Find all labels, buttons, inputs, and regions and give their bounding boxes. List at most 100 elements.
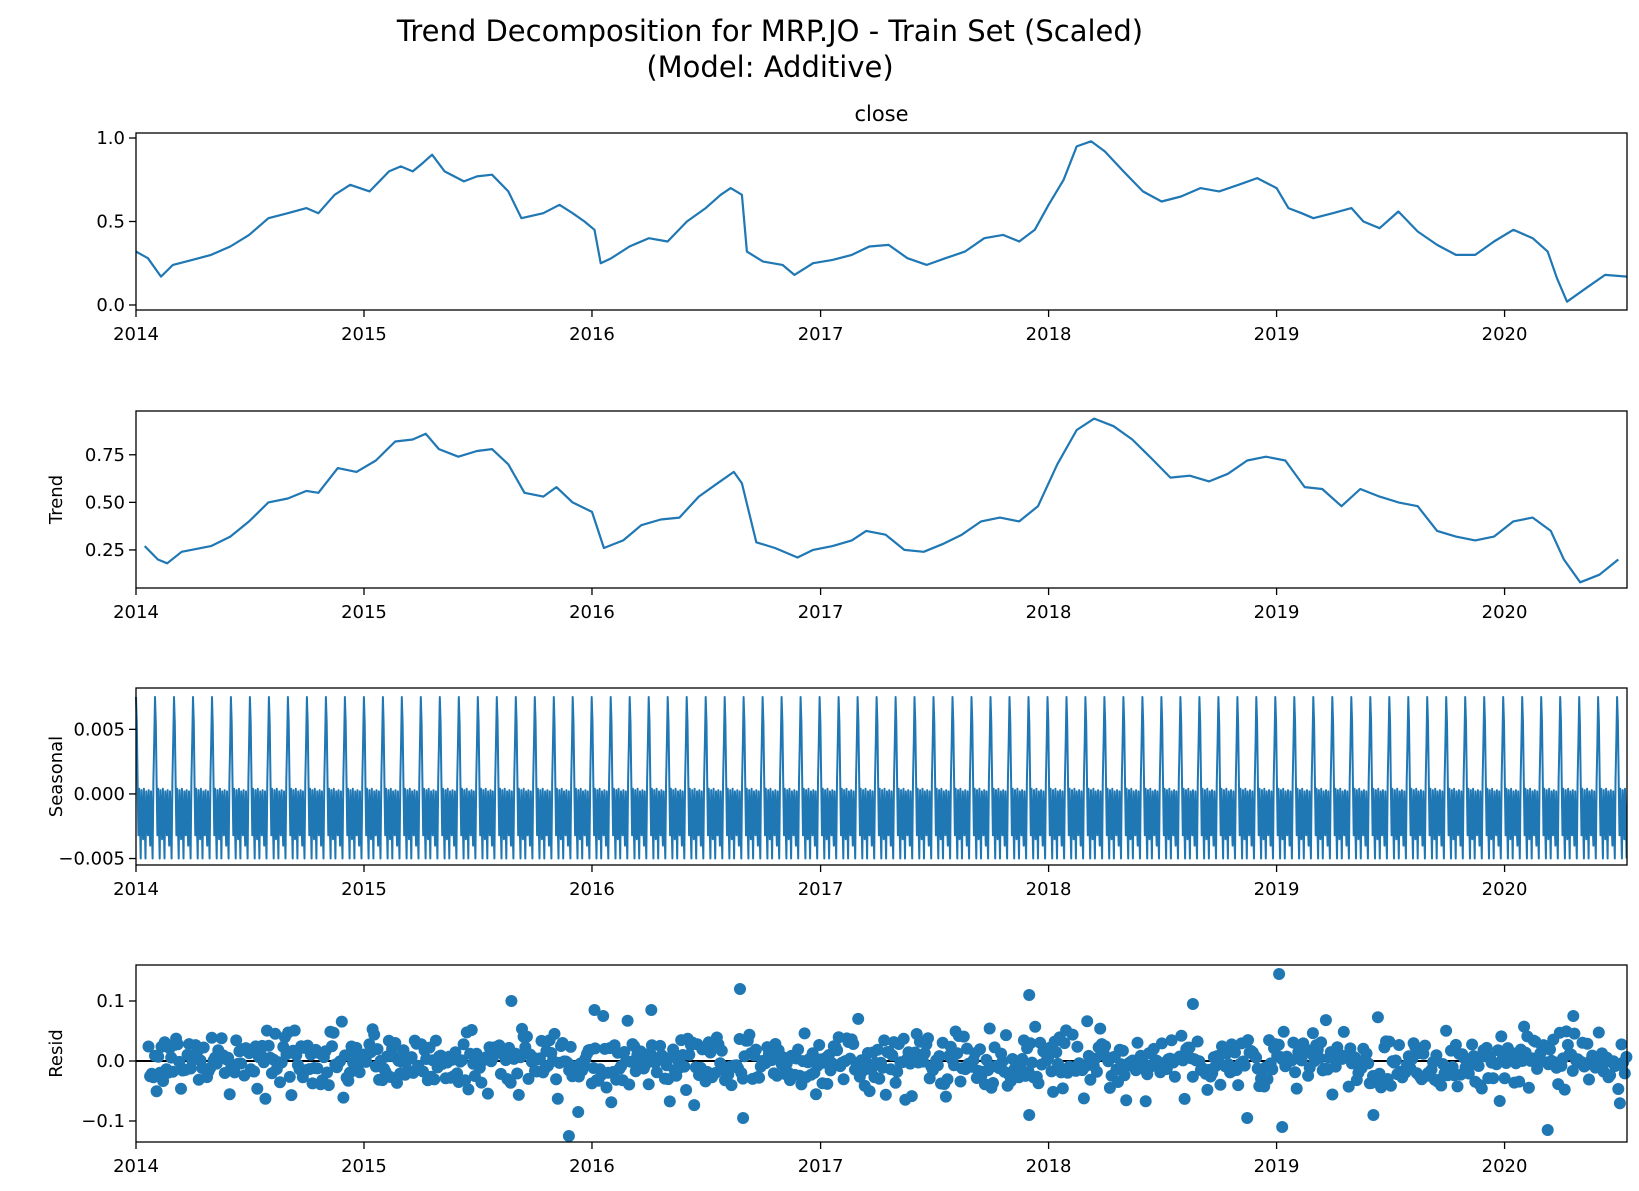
y-axis-label: Trend [46, 475, 67, 525]
resid-point [459, 1074, 472, 1087]
resid-point [1583, 1073, 1595, 1086]
trend-panel: Trend 0.25 0.50 0.75 2014 2015 2016 2017 2018 201… [46, 410, 1628, 623]
resid-point [837, 1073, 850, 1086]
resid-point [1277, 1025, 1290, 1038]
x-tick-label: 2017 [798, 1156, 844, 1177]
resid-point [1306, 1027, 1319, 1040]
resid-point [871, 1043, 884, 1056]
resid-point [1561, 1038, 1574, 1051]
x-tick-label: 2017 [798, 879, 844, 900]
resid-point [1384, 1079, 1397, 1092]
resid-outlier-point [572, 1106, 585, 1118]
resid-point [1518, 1020, 1531, 1033]
resid-point [847, 1038, 860, 1050]
resid-point [1016, 1053, 1029, 1065]
resid-point [175, 1082, 187, 1095]
resid-point [878, 1034, 891, 1047]
y-tick-label: 0.75 [85, 445, 125, 466]
resid-point [642, 1078, 655, 1091]
x-tick-label: 2019 [1254, 879, 1300, 900]
x-tick-label: 2014 [113, 602, 159, 623]
resid-point [481, 1087, 494, 1100]
resid-point [353, 1066, 366, 1079]
resid-point [428, 1073, 441, 1086]
resid-panel: Resid −0.1 0.0 0.1 2014 2015 2016 2017 2018 2019 2… [46, 964, 1633, 1177]
x-tick-label: 2016 [569, 324, 615, 345]
resid-point [391, 1076, 403, 1089]
resid-point [931, 1059, 944, 1072]
resid-point [1261, 1073, 1274, 1086]
resid-outlier-point [1567, 1010, 1580, 1022]
resid-outlier-point [734, 983, 746, 995]
resid-point [1175, 1029, 1188, 1042]
resid-point [1315, 1036, 1328, 1049]
resid-point [680, 1084, 693, 1096]
resid-point [1568, 1027, 1581, 1040]
resid-point [1319, 1014, 1332, 1027]
resid-point [1155, 1037, 1168, 1050]
resid-point [1118, 1069, 1131, 1082]
resid-point [1290, 1082, 1303, 1095]
resid-point [1242, 1034, 1254, 1047]
resid-point [852, 1012, 865, 1025]
figure-title-line2: (Model: Additive) [646, 50, 893, 84]
resid-point [1326, 1088, 1339, 1101]
resid-point [933, 1050, 946, 1063]
resid-point [1089, 1052, 1102, 1065]
resid-outlier-point [645, 1004, 658, 1016]
x-tick-label: 2018 [1026, 602, 1072, 623]
resid-point [667, 1043, 680, 1056]
x-tick-label: 2016 [569, 1156, 615, 1177]
resid-point [980, 1053, 993, 1066]
resid-point [1289, 1066, 1302, 1079]
resid-point [1071, 1040, 1084, 1053]
resid-point [1360, 1047, 1373, 1060]
resid-point [371, 1043, 384, 1056]
resid-point [1116, 1044, 1129, 1057]
resid-point [1383, 1035, 1396, 1048]
resid-point [939, 1090, 952, 1103]
resid-point [743, 1028, 756, 1041]
resid-point [171, 1038, 184, 1051]
resid-point [909, 1046, 921, 1059]
resid-outlier-point [1186, 998, 1199, 1010]
y-tick-label: 1.0 [96, 128, 125, 149]
resid-point [879, 1088, 892, 1101]
x-tick-label: 2016 [569, 602, 615, 623]
resid-point [618, 1046, 631, 1058]
resid-point [996, 1055, 1009, 1068]
resid-point [511, 1067, 524, 1080]
resid-point [753, 1071, 766, 1084]
y-axis-label: Seasonal [46, 736, 67, 817]
resid-point [1349, 1051, 1362, 1064]
figure-title-line1: Trend Decomposition for MRP.JO - Train S… [396, 14, 1143, 48]
resid-outlier-point [1241, 1112, 1254, 1124]
resid-point [327, 1026, 340, 1039]
resid-point [1077, 1092, 1090, 1105]
resid-point [1191, 1035, 1204, 1048]
x-tick-label: 2020 [1482, 602, 1528, 623]
resid-point [475, 1076, 488, 1089]
resid-point [1612, 1083, 1625, 1095]
resid-point [1165, 1034, 1178, 1047]
resid-point [288, 1024, 301, 1037]
resid-point [1604, 1069, 1617, 1082]
resid-point [142, 1040, 155, 1053]
y-tick-label: 0.1 [96, 991, 125, 1012]
resid-point [405, 1051, 418, 1064]
resid-point [262, 1039, 275, 1052]
resid-point [798, 1027, 811, 1040]
resid-point [886, 1049, 899, 1062]
x-tick-label: 2018 [1026, 1156, 1072, 1177]
resid-point [792, 1043, 805, 1056]
x-tick-label: 2017 [798, 602, 844, 623]
resid-point [1032, 1077, 1045, 1090]
resid-point [205, 1031, 218, 1044]
resid-point [1581, 1037, 1594, 1050]
resid-point [1337, 1025, 1350, 1038]
resid-point [1440, 1024, 1453, 1037]
resid-point [1066, 1028, 1079, 1041]
x-tick-label: 2015 [341, 879, 387, 900]
resid-point [1472, 1060, 1485, 1072]
